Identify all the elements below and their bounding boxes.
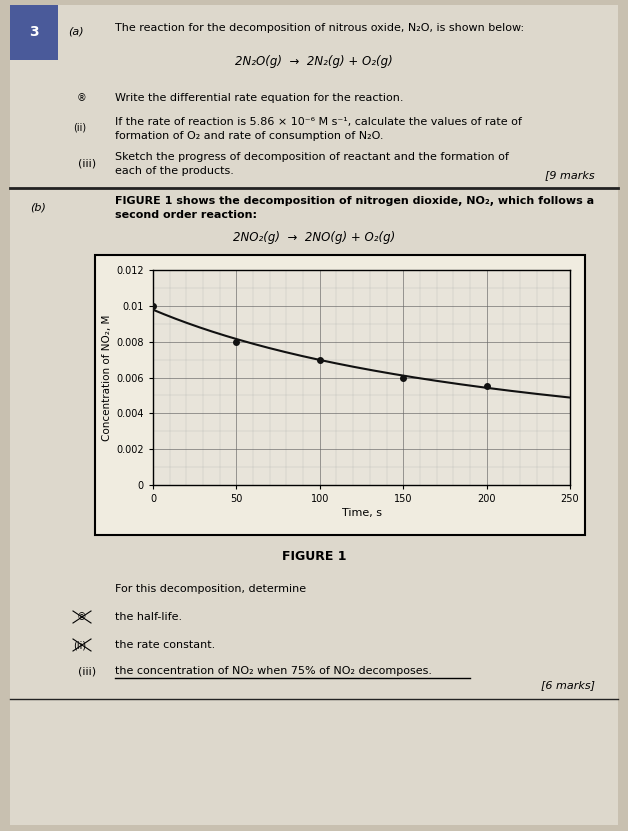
Text: (ii): (ii) (73, 123, 87, 133)
Text: For this decomposition, determine: For this decomposition, determine (115, 584, 306, 594)
Text: FIGURE 1: FIGURE 1 (282, 550, 346, 563)
Text: 2NO₂(g)  →  2NO(g) + O₂(g): 2NO₂(g) → 2NO(g) + O₂(g) (233, 232, 395, 244)
Text: If the rate of reaction is 5.86 × 10⁻⁶ M s⁻¹, calculate the values of rate of: If the rate of reaction is 5.86 × 10⁻⁶ M… (115, 117, 522, 127)
FancyBboxPatch shape (95, 255, 585, 535)
FancyBboxPatch shape (10, 5, 618, 825)
Text: ®: ® (77, 93, 87, 103)
FancyBboxPatch shape (10, 5, 58, 60)
Text: (ii): (ii) (73, 640, 87, 650)
Text: ®: ® (77, 612, 87, 622)
Text: the half-life.: the half-life. (115, 612, 182, 622)
Text: 2N₂O(g)  →  2N₂(g) + O₂(g): 2N₂O(g) → 2N₂(g) + O₂(g) (235, 56, 393, 68)
Text: the concentration of NO₂ when 75% of NO₂ decomposes.: the concentration of NO₂ when 75% of NO₂… (115, 666, 432, 676)
Text: (b): (b) (30, 202, 46, 212)
Text: (iii): (iii) (78, 158, 96, 168)
Text: [6 marks]: [6 marks] (541, 680, 595, 690)
Text: (iii): (iii) (78, 666, 96, 676)
Text: FIGURE 1 shows the decomposition of nitrogen dioxide, NO₂, which follows a: FIGURE 1 shows the decomposition of nitr… (115, 196, 594, 206)
Text: (a): (a) (68, 27, 84, 37)
Text: [9 marks: [9 marks (545, 170, 595, 180)
Text: The reaction for the decomposition of nitrous oxide, N₂O, is shown below:: The reaction for the decomposition of ni… (115, 23, 524, 33)
Text: Write the differential rate equation for the reaction.: Write the differential rate equation for… (115, 93, 404, 103)
Text: the rate constant.: the rate constant. (115, 640, 215, 650)
Text: each of the products.: each of the products. (115, 166, 234, 176)
Y-axis label: Concentration of NO₂, M: Concentration of NO₂, M (102, 314, 112, 440)
X-axis label: Time, s: Time, s (342, 509, 381, 519)
Text: second order reaction:: second order reaction: (115, 210, 257, 220)
Text: 3: 3 (29, 25, 39, 39)
Text: Sketch the progress of decomposition of reactant and the formation of: Sketch the progress of decomposition of … (115, 152, 509, 162)
Text: formation of O₂ and rate of consumption of N₂O.: formation of O₂ and rate of consumption … (115, 131, 384, 141)
